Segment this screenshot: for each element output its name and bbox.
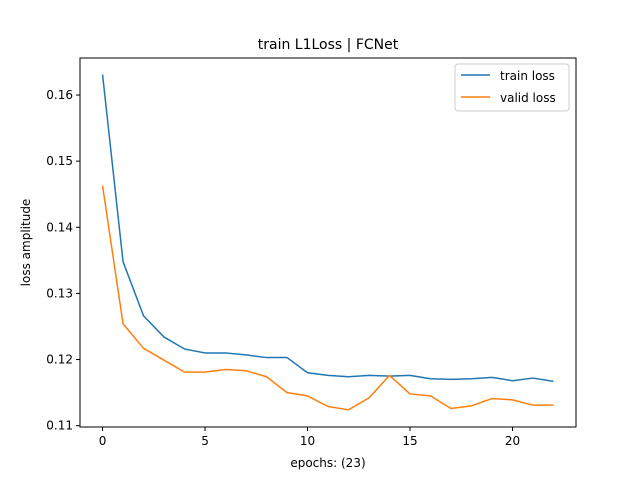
x-tick-label: 5 — [201, 434, 209, 448]
series-line-train-loss — [101, 74, 554, 383]
x-axis: 0 5 10 15 20 — [99, 427, 520, 448]
x-tick-label: 0 — [99, 434, 107, 448]
y-tick-label: 0.16 — [46, 88, 73, 102]
legend-label-valid-loss: valid loss — [500, 91, 556, 105]
x-tick-label: 15 — [402, 434, 417, 448]
x-tick-label: 10 — [300, 434, 315, 448]
y-tick-label: 0.15 — [46, 154, 73, 168]
legend: train loss valid loss — [454, 63, 570, 112]
y-tick-label: 0.14 — [46, 220, 73, 234]
x-axis-label: epochs: (23) — [290, 456, 365, 470]
y-tick-label: 0.12 — [46, 353, 73, 367]
y-axis: 0.11 0.12 0.13 0.14 0.15 0.16 — [46, 88, 80, 433]
legend-label-train-loss: train loss — [500, 69, 555, 83]
series-layer — [101, 74, 554, 411]
y-tick-label: 0.13 — [46, 286, 73, 300]
y-tick-label: 0.11 — [46, 419, 73, 433]
y-axis-label: loss amplitude — [19, 199, 33, 287]
x-tick-label: 20 — [505, 434, 520, 448]
plot-frame — [79, 57, 577, 428]
chart-title: train L1Loss | FCNet — [258, 37, 399, 53]
series-line-valid-loss — [101, 185, 554, 411]
